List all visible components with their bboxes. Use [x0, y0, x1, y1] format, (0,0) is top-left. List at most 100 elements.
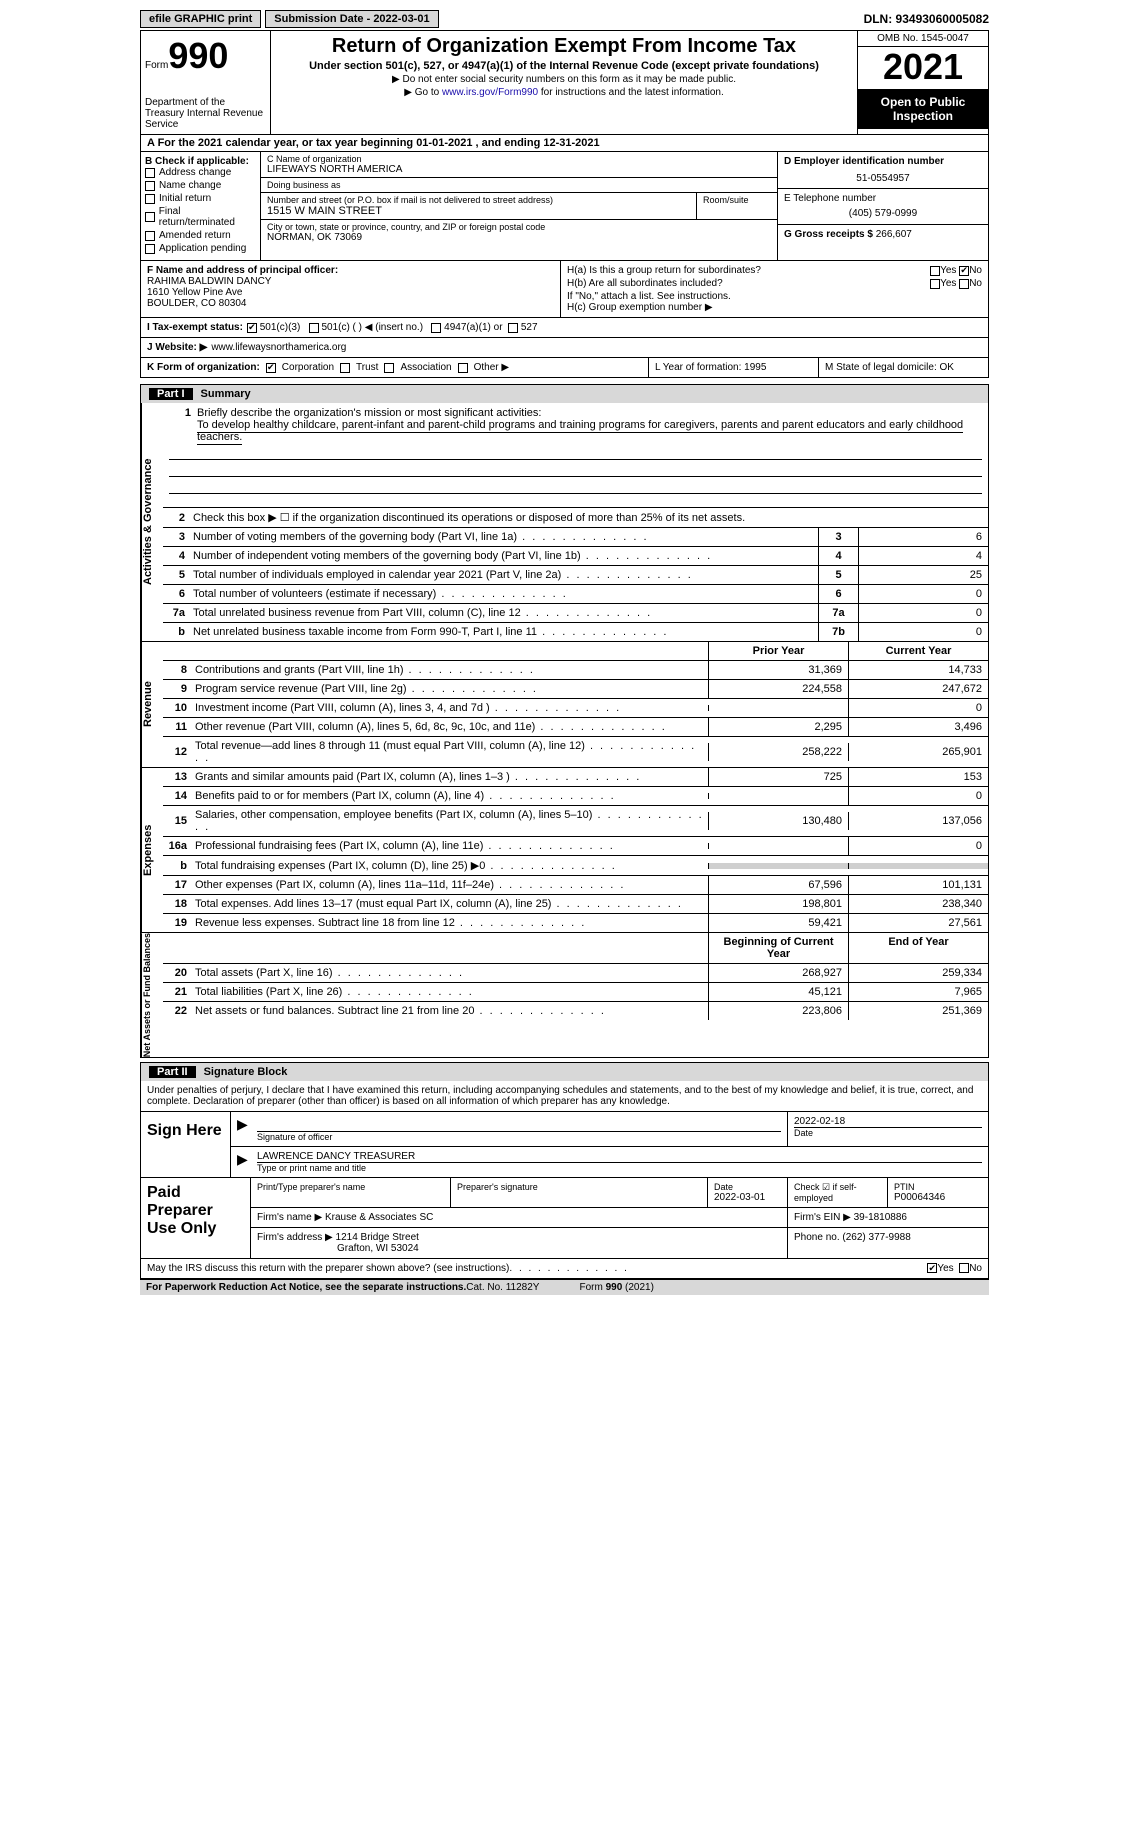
col-eoy: End of Year	[848, 933, 988, 963]
exp-line-desc: Revenue less expenses. Subtract line 18 …	[193, 914, 708, 932]
gov-line-boxnum: 3	[818, 528, 858, 546]
ha-no[interactable]: ✔	[959, 266, 969, 276]
exp-prior: 725	[708, 768, 848, 786]
rev-curr: 247,672	[848, 680, 988, 698]
line2-text: Check this box ▶ ☐ if the organization d…	[191, 508, 988, 527]
cb-4947[interactable]	[431, 323, 441, 333]
officer-addr2: BOULDER, CO 80304	[147, 298, 554, 309]
ein-value: 51-0554957	[784, 173, 982, 184]
submission-date-button[interactable]: Submission Date - 2022-03-01	[265, 10, 438, 28]
exp-line-desc: Total fundraising expenses (Part IX, col…	[193, 856, 708, 875]
rev-line-desc: Other revenue (Part VIII, column (A), li…	[193, 718, 708, 736]
cb-trust[interactable]	[340, 363, 350, 373]
net-prior: 45,121	[708, 983, 848, 1001]
rev-prior: 258,222	[708, 743, 848, 761]
form-note1: ▶ Do not enter social security numbers o…	[277, 74, 851, 85]
firm-ein: 39-1810886	[854, 1212, 907, 1223]
vlabel-expenses: Expenses	[141, 768, 163, 932]
form-number: 990	[168, 35, 228, 76]
cb-other[interactable]	[458, 363, 468, 373]
sig-date: 2022-02-18	[794, 1116, 982, 1128]
part2-title: Signature Block	[204, 1066, 288, 1078]
row-a-calendar-year: A For the 2021 calendar year, or tax yea…	[140, 135, 989, 152]
exp-line-desc: Salaries, other compensation, employee b…	[193, 806, 708, 836]
prep-name-label: Print/Type preparer's name	[257, 1182, 444, 1192]
firm-addr-label: Firm's address ▶	[257, 1232, 333, 1243]
gross-value: 266,607	[876, 229, 912, 240]
efile-button[interactable]: efile GRAPHIC print	[140, 10, 261, 28]
hb-yes[interactable]	[930, 279, 940, 289]
rev-curr: 265,901	[848, 743, 988, 761]
paid-preparer-label: Paid Preparer Use Only	[141, 1178, 251, 1258]
exp-curr: 101,131	[848, 876, 988, 894]
exp-prior	[708, 793, 848, 799]
ptin-label: PTIN	[894, 1182, 982, 1192]
cb-527[interactable]	[508, 323, 518, 333]
exp-prior: 59,421	[708, 914, 848, 932]
rev-curr: 3,496	[848, 718, 988, 736]
org-name-label: C Name of organization	[267, 154, 771, 164]
checkbox-name-change[interactable]	[145, 181, 155, 191]
checkbox-application-pending[interactable]	[145, 244, 155, 254]
printed-name: LAWRENCE DANCY TREASURER	[257, 1151, 982, 1163]
hb-no[interactable]	[959, 279, 969, 289]
row-i-label: I Tax-exempt status:	[147, 322, 243, 333]
gov-line-boxnum: 7a	[818, 604, 858, 622]
dln-text: DLN: 93493060005082	[864, 12, 989, 26]
checkbox-amended-return[interactable]	[145, 231, 155, 241]
rev-curr: 14,733	[848, 661, 988, 679]
org-name: LIFEWAYS NORTH AMERICA	[267, 164, 771, 175]
officer-addr1: 1610 Yellow Pine Ave	[147, 287, 554, 298]
cat-no: Cat. No. 11282Y	[466, 1282, 539, 1293]
form-ref: Form 990 (2021)	[579, 1282, 653, 1293]
gov-line-val: 6	[858, 528, 988, 546]
checkbox-address-change[interactable]	[145, 168, 155, 178]
check-self-employed: Check ☑ if self-employed	[788, 1178, 888, 1207]
cb-corp[interactable]: ✔	[266, 363, 276, 373]
sig-officer-label: Signature of officer	[257, 1132, 781, 1142]
discuss-no[interactable]	[959, 1263, 969, 1273]
gov-line-desc: Total number of individuals employed in …	[191, 566, 818, 584]
rev-prior	[708, 705, 848, 711]
cb-501c[interactable]	[309, 323, 319, 333]
addr-label: Number and street (or P.O. box if mail i…	[267, 195, 690, 205]
addr-value: 1515 W MAIN STREET	[267, 205, 690, 217]
box-b-header: B Check if applicable:	[145, 156, 256, 167]
checkbox-final-return[interactable]	[145, 212, 155, 222]
gov-line-val: 4	[858, 547, 988, 565]
state-domicile: M State of legal domicile: OK	[818, 358, 988, 377]
net-line-desc: Total assets (Part X, line 16)	[193, 964, 708, 982]
rev-prior: 31,369	[708, 661, 848, 679]
open-to-public: Open to Public Inspection	[858, 89, 988, 129]
officer-name: RAHIMA BALDWIN DANCY	[147, 276, 554, 287]
net-line-desc: Total liabilities (Part X, line 26)	[193, 983, 708, 1001]
discuss-text: May the IRS discuss this return with the…	[147, 1263, 509, 1274]
city-value: NORMAN, OK 73069	[267, 232, 771, 243]
rev-line-desc: Contributions and grants (Part VIII, lin…	[193, 661, 708, 679]
room-label: Room/suite	[703, 195, 771, 205]
gov-line-val: 0	[858, 585, 988, 603]
cb-assoc[interactable]	[384, 363, 394, 373]
prep-date-label: Date	[714, 1182, 781, 1192]
exp-curr	[848, 863, 988, 869]
firm-name: Krause & Associates SC	[325, 1212, 433, 1223]
form990-link[interactable]: www.irs.gov/Form990	[442, 87, 538, 98]
part2-number: Part II	[149, 1066, 196, 1078]
gov-line-desc: Net unrelated business taxable income fr…	[191, 623, 818, 641]
net-line-desc: Net assets or fund balances. Subtract li…	[193, 1002, 708, 1020]
firm-phone: (262) 377-9988	[842, 1232, 910, 1243]
part1-number: Part I	[149, 388, 193, 400]
firm-phone-label: Phone no.	[794, 1232, 840, 1243]
checkbox-initial-return[interactable]	[145, 194, 155, 204]
dept-treasury: Department of the Treasury Internal Reve…	[145, 97, 266, 130]
cb-501c3[interactable]: ✔	[247, 323, 257, 333]
vlabel-revenue: Revenue	[141, 642, 163, 767]
firm-addr1: 1214 Bridge Street	[336, 1232, 419, 1243]
gov-line-val: 0	[858, 623, 988, 641]
ha-yes[interactable]	[930, 266, 940, 276]
gov-line-boxnum: 5	[818, 566, 858, 584]
gov-line-boxnum: 7b	[818, 623, 858, 641]
discuss-yes[interactable]: ✔	[927, 1263, 937, 1273]
vlabel-governance: Activities & Governance	[141, 403, 163, 641]
exp-curr: 238,340	[848, 895, 988, 913]
